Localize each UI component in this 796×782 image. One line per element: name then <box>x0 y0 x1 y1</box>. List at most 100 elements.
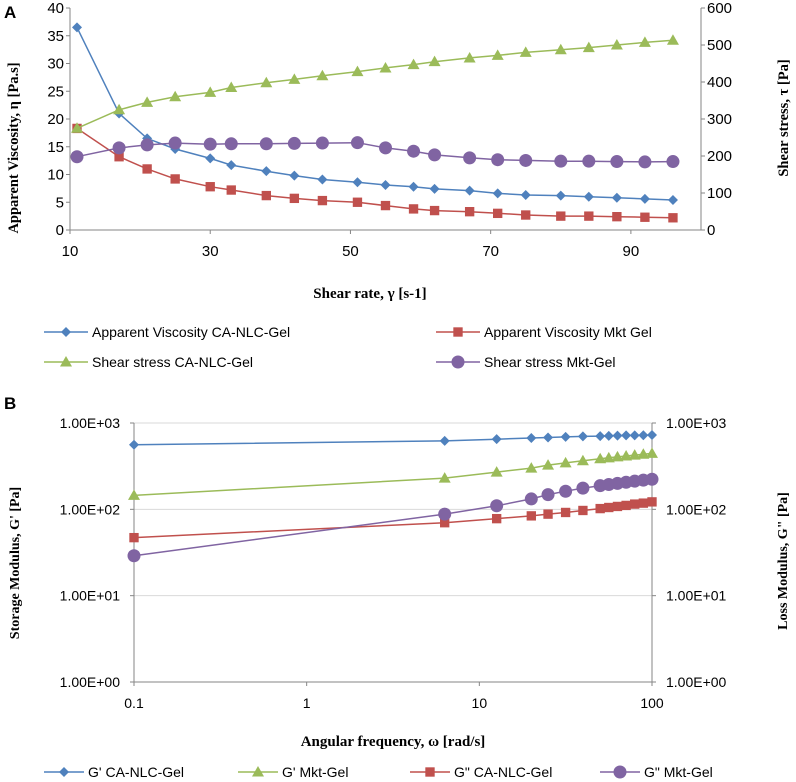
x-tick-label: 0.1 <box>124 695 144 711</box>
data-point <box>621 500 631 511</box>
y-tick-label: 25 <box>47 83 64 100</box>
series-line <box>133 501 653 539</box>
data-point <box>556 211 566 221</box>
y-tick-label: 35 <box>47 28 64 45</box>
data-point <box>638 430 649 441</box>
data-point <box>463 151 477 165</box>
data-point <box>205 153 216 164</box>
data-point <box>226 160 237 171</box>
data-point <box>583 191 594 202</box>
data-point <box>350 136 364 150</box>
data-point <box>129 532 139 543</box>
data-point <box>621 430 632 441</box>
data-point <box>289 170 300 181</box>
data-point <box>438 507 452 521</box>
data-point <box>352 177 363 188</box>
data-point <box>168 136 182 150</box>
x-tick-label: 70 <box>482 243 499 260</box>
panel-b-tick-labels: 1.00E+00 1.00E+01 1.00E+02 1.00E+03 1.00E+00… <box>60 415 727 711</box>
data-point <box>519 153 533 167</box>
data-point <box>204 86 217 97</box>
data-point <box>128 489 140 500</box>
data-point <box>261 166 272 177</box>
data-point <box>72 22 83 33</box>
panel-b-axes <box>130 422 656 686</box>
data-point <box>559 484 573 498</box>
legend-marker <box>453 327 463 337</box>
legend-marker <box>252 766 264 777</box>
data-point <box>667 195 678 206</box>
data-point <box>380 180 391 191</box>
data-point <box>521 210 531 220</box>
data-point <box>490 466 503 477</box>
legend-label: G" CA-NLC-Gel <box>454 764 552 780</box>
y2-tick-label: 1.00E+02 <box>666 501 727 517</box>
legend-marker <box>60 356 72 367</box>
data-point <box>604 502 614 513</box>
y2-tick-label: 600 <box>707 0 732 17</box>
panel-b-legend: G' CA-NLC-Gel G' Mkt-Gel G" CA-NLC-Gel G" M… <box>44 764 713 780</box>
data-point <box>630 499 640 509</box>
panel-b: B 1.00E+001.00E+011.00E+021.00E+031.00E+… <box>4 394 791 780</box>
data-point <box>463 51 476 63</box>
data-point <box>316 69 329 81</box>
data-point <box>112 141 126 155</box>
series-g-ca-nlc-gel <box>129 430 657 450</box>
data-point <box>287 136 301 150</box>
data-point <box>525 462 538 473</box>
data-point <box>259 137 273 151</box>
y2-tick-label: 300 <box>707 111 732 128</box>
data-point <box>408 204 419 214</box>
data-point <box>584 211 594 221</box>
x-tick-label: 10 <box>62 243 79 260</box>
x-tick-label: 90 <box>623 243 640 260</box>
y-tick-label: 1.00E+03 <box>60 415 121 431</box>
data-point <box>380 200 391 211</box>
y-tick-label: 40 <box>47 0 64 17</box>
data-point <box>638 36 651 47</box>
series-g-ca-nlc-gel <box>129 497 657 543</box>
data-point <box>524 492 538 506</box>
data-point <box>203 137 217 151</box>
x-tick-label: 10 <box>472 695 488 711</box>
legend-label: Apparent Viscosity CA-NLC-Gel <box>92 324 290 340</box>
data-point <box>620 449 633 461</box>
data-point <box>543 432 554 443</box>
data-point <box>407 58 420 70</box>
data-point <box>429 205 440 216</box>
data-point <box>492 188 503 199</box>
legend-label: Shear stress CA-NLC-Gel <box>92 354 253 370</box>
data-point <box>612 212 622 222</box>
data-point <box>582 41 595 53</box>
series-g-mkt-gel <box>128 447 658 500</box>
data-point <box>224 137 238 151</box>
legend-label: G' Mkt-Gel <box>282 764 348 780</box>
panel-a-label: A <box>4 3 16 22</box>
y2-tick-label: 200 <box>707 148 732 165</box>
y2-tick-label: 500 <box>707 37 732 54</box>
data-point <box>640 212 650 222</box>
panel-a-legend: Apparent Viscosity CA-NLC-Gel Apparent Vi… <box>44 324 652 370</box>
data-point <box>666 155 680 169</box>
data-point <box>493 208 503 219</box>
y-tick-label: 15 <box>47 139 64 156</box>
data-point <box>646 447 658 458</box>
y-tick-label: 1.00E+02 <box>60 501 121 517</box>
data-point <box>315 136 329 150</box>
legend-marker <box>451 355 465 369</box>
data-point <box>408 181 419 192</box>
legend-marker <box>61 327 71 337</box>
data-point <box>491 513 502 524</box>
legend-item: G' CA-NLC-Gel <box>44 764 184 780</box>
y-tick-label: 20 <box>47 111 64 128</box>
data-point <box>638 498 649 508</box>
data-point <box>555 190 566 201</box>
data-point <box>70 150 84 164</box>
data-point <box>260 76 273 88</box>
data-point <box>114 152 124 162</box>
series-line <box>76 39 674 129</box>
data-point <box>170 174 180 184</box>
panel-b-x-axis-title: Angular frequency, ω [rad/s] <box>301 734 486 750</box>
legend-marker <box>59 767 69 777</box>
